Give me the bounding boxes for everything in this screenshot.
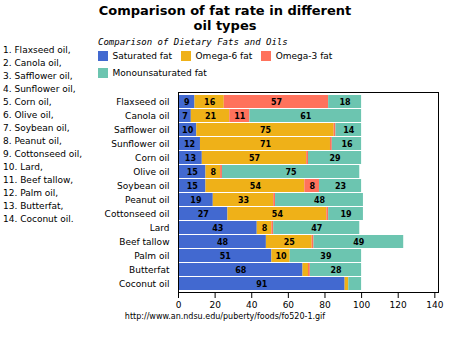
svg-text:61: 61 (300, 111, 312, 120)
svg-text:16: 16 (204, 97, 216, 106)
html-text:oil types: oil types (193, 18, 257, 33)
svg-text:Lard: Lard (150, 222, 170, 232)
html-text:Saturated fat: Saturated fat (112, 51, 172, 62)
svg-text:Corn oil: Corn oil (135, 152, 169, 162)
html-text:3. Safflower oil,: 3. Safflower oil, (3, 71, 73, 81)
html-text:6. Olive oil,: 6. Olive oil, (3, 110, 54, 120)
svg-text:68: 68 (235, 265, 247, 274)
svg-text:40: 40 (246, 299, 258, 309)
svg-text:33: 33 (238, 195, 249, 204)
html-text:Monounsaturated fat: Monounsaturated fat (112, 67, 207, 78)
svg-text:54: 54 (250, 181, 262, 190)
html-text:8. Peanut oil,: 8. Peanut oil, (3, 136, 62, 146)
svg-text:13: 13 (185, 153, 196, 162)
html-text:Omega-6 fat: Omega-6 fat (195, 51, 253, 62)
svg-text:11: 11 (234, 111, 246, 120)
svg-text:15: 15 (187, 181, 199, 190)
html-text:11. Beef tallow,: 11. Beef tallow, (3, 175, 74, 185)
svg-text:27: 27 (198, 209, 209, 218)
svg-text:100: 100 (353, 299, 370, 309)
svg-text:16: 16 (341, 139, 353, 148)
svg-text:43: 43 (212, 223, 223, 232)
html-text:Omega-3 fat: Omega-3 fat (275, 51, 333, 62)
svg-text:60: 60 (283, 299, 295, 309)
svg-text:47: 47 (311, 223, 322, 232)
svg-text:48: 48 (314, 195, 326, 204)
svg-text:48: 48 (217, 237, 229, 246)
html-text:2. Canola oil,: 2. Canola oil, (3, 58, 62, 68)
svg-text:28: 28 (330, 265, 342, 274)
svg-text:0: 0 (176, 299, 182, 309)
svg-text:75: 75 (286, 167, 298, 176)
svg-text:Sunflower oil: Sunflower oil (111, 138, 169, 148)
svg-text:21: 21 (205, 111, 217, 120)
html-text:14. Coconut oil.: 14. Coconut oil. (3, 214, 74, 224)
svg-text:Flaxseed oil: Flaxseed oil (116, 96, 169, 106)
svg-text:23: 23 (335, 181, 346, 190)
html-text:http://www.an.ndsu.edu/puberty: http://www.an.ndsu.edu/puberty/foods/fo5… (124, 311, 326, 321)
svg-text:49: 49 (353, 237, 365, 246)
svg-text:10: 10 (182, 125, 194, 134)
svg-text:Safflower oil: Safflower oil (114, 124, 169, 134)
html-text:4. Sunflower oil,: 4. Sunflower oil, (3, 84, 76, 94)
svg-text:8: 8 (262, 223, 268, 232)
svg-text:75: 75 (260, 125, 272, 134)
html-text:7. Soybean oil,: 7. Soybean oil, (3, 123, 70, 133)
svg-text:8: 8 (309, 181, 315, 190)
svg-text:10: 10 (275, 251, 287, 260)
svg-text:8: 8 (210, 167, 216, 176)
svg-text:14: 14 (343, 125, 355, 134)
svg-text:80: 80 (319, 299, 331, 309)
html-text:13. Butterfat,: 13. Butterfat, (3, 201, 64, 211)
svg-text:Butterfat: Butterfat (129, 264, 170, 274)
html-text:10. Lard,: 10. Lard, (3, 162, 43, 172)
svg-text:Beef tallow: Beef tallow (119, 236, 169, 246)
html-text:12. Palm oil,: 12. Palm oil, (3, 188, 59, 198)
svg-text:19: 19 (340, 209, 352, 218)
html-text:Comparison of fat rate in diff: Comparison of fat rate in different (98, 3, 352, 18)
svg-text:Coconut oil: Coconut oil (119, 278, 170, 288)
svg-text:Canola oil: Canola oil (125, 110, 169, 120)
svg-text:140: 140 (426, 299, 443, 309)
svg-text:29: 29 (329, 153, 341, 162)
svg-text:91: 91 (256, 279, 268, 288)
html-text:1. Flaxseed oil,: 1. Flaxseed oil, (3, 45, 71, 55)
svg-text:51: 51 (220, 251, 232, 260)
svg-text:71: 71 (260, 139, 272, 148)
svg-text:7: 7 (182, 111, 188, 120)
html-text:Comparison of Dietary Fats and: Comparison of Dietary Fats and Oils (98, 37, 288, 47)
svg-text:39: 39 (320, 251, 332, 260)
svg-text:54: 54 (272, 209, 284, 218)
svg-text:Soybean oil: Soybean oil (117, 180, 169, 190)
svg-text:12: 12 (184, 139, 195, 148)
svg-text:20: 20 (209, 299, 221, 309)
svg-text:Peanut oil: Peanut oil (125, 194, 169, 204)
svg-text:57: 57 (249, 153, 260, 162)
svg-text:18: 18 (340, 97, 352, 106)
svg-text:57: 57 (271, 97, 282, 106)
svg-text:Cottonseed oil: Cottonseed oil (105, 208, 170, 218)
html-text:9. Cottonseed oil,: 9. Cottonseed oil, (3, 149, 83, 159)
svg-text:25: 25 (284, 237, 296, 246)
svg-text:15: 15 (187, 167, 199, 176)
svg-text:9: 9 (184, 97, 190, 106)
svg-text:120: 120 (390, 299, 407, 309)
svg-text:19: 19 (190, 195, 202, 204)
svg-text:Palm oil: Palm oil (134, 250, 169, 260)
svg-text:Olive oil: Olive oil (133, 166, 169, 176)
html-text:5. Corn oil,: 5. Corn oil, (3, 97, 52, 107)
